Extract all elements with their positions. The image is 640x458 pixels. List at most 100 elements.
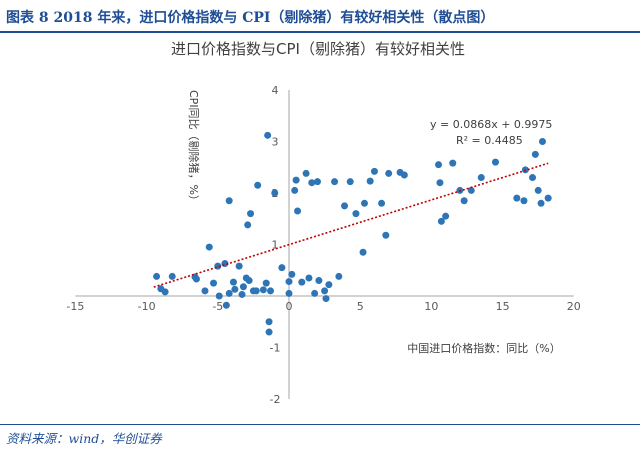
trendline-equation: y = 0.0868x + 0.9975 <box>430 118 552 131</box>
data-point <box>513 194 521 202</box>
data-point <box>266 287 274 295</box>
data-point <box>262 279 270 287</box>
trendline-r2: R² = 0.4485 <box>456 134 523 147</box>
data-point <box>259 286 267 294</box>
data-point <box>302 169 310 177</box>
data-point <box>201 287 209 295</box>
data-point <box>305 274 313 282</box>
footer-divider <box>0 424 640 425</box>
data-point <box>222 301 230 309</box>
data-point <box>331 178 339 186</box>
data-point <box>531 150 539 158</box>
y-tick-label: -2 <box>270 393 281 406</box>
data-point <box>265 318 273 326</box>
data-point <box>544 194 552 202</box>
data-point <box>335 272 343 280</box>
data-point <box>382 231 390 239</box>
data-point <box>537 199 545 207</box>
x-tick-label: -10 <box>138 300 156 313</box>
data-point <box>520 197 528 205</box>
data-point <box>437 217 445 225</box>
x-axis-label: 中国进口价格指数：同比（%） <box>407 341 560 355</box>
data-point <box>231 285 239 293</box>
trendline <box>153 162 549 288</box>
data-point <box>400 171 408 179</box>
data-point <box>529 174 537 182</box>
data-point <box>449 159 457 167</box>
data-point <box>247 210 255 218</box>
y-axis-label-text: CPI同比（剔除猪，%） <box>187 90 201 206</box>
figure-caption: 图表 8 2018 年来，进口价格指数与 CPI（剔除猪）有较好相关性（散点图） <box>6 10 495 26</box>
report-header: 图表 8 2018 年来，进口价格指数与 CPI（剔除猪）有较好相关性（散点图） <box>0 0 640 34</box>
y-tick-label: 3 <box>272 136 279 149</box>
data-point <box>210 279 218 287</box>
data-point <box>245 277 253 285</box>
data-point <box>235 262 243 270</box>
data-point <box>285 289 293 297</box>
y-tick-label: 4 <box>272 84 279 97</box>
data-point <box>467 186 475 194</box>
data-point <box>341 202 349 210</box>
data-point <box>205 243 213 251</box>
data-point <box>229 278 237 286</box>
data-point <box>298 278 306 286</box>
data-point <box>378 199 386 207</box>
y-tick-label: -1 <box>270 342 281 355</box>
data-point <box>311 289 319 297</box>
x-tick-label: 0 <box>286 300 293 313</box>
data-point <box>322 295 330 303</box>
data-point <box>385 169 393 177</box>
data-point <box>366 177 374 185</box>
header-divider <box>0 31 640 33</box>
data-point <box>225 289 233 297</box>
x-tick-label: 15 <box>496 300 510 313</box>
data-point <box>436 179 444 187</box>
data-point <box>265 328 273 336</box>
data-point <box>225 197 233 205</box>
data-point <box>321 287 329 295</box>
data-point <box>161 288 169 296</box>
data-point <box>285 278 293 286</box>
data-point <box>292 176 300 184</box>
source-note: 资料来源：wind，华创证券 <box>6 431 162 446</box>
y-axis-label: CPI同比（剔除猪，%） <box>187 90 201 206</box>
data-point <box>460 197 468 205</box>
data-point <box>308 179 316 187</box>
data-point <box>252 287 260 295</box>
data-point <box>168 272 176 280</box>
data-point <box>294 207 302 215</box>
data-point <box>346 178 354 186</box>
data-point <box>239 283 247 291</box>
data-point <box>491 158 499 166</box>
data-point <box>534 186 542 194</box>
data-point <box>288 270 296 278</box>
chart-title: 进口价格指数与CPI（剔除猪）有较好相关性 <box>171 40 465 58</box>
x-tick-label: 20 <box>567 300 581 313</box>
data-point <box>325 281 333 289</box>
x-tick-label: 10 <box>424 300 438 313</box>
data-point <box>442 212 450 220</box>
data-point <box>278 264 286 272</box>
data-point <box>271 189 279 197</box>
data-point <box>435 161 443 169</box>
data-point <box>360 199 368 207</box>
data-point <box>315 277 323 285</box>
x-tick-label: -15 <box>66 300 84 313</box>
scatter-chart: 进口价格指数与CPI（剔除猪）有较好相关性 -15 -10 -5 0 5 10 15 20 -2… <box>66 40 580 406</box>
data-point <box>238 290 246 298</box>
x-tick-label: 5 <box>357 300 364 313</box>
y-tick-label: 1 <box>272 239 279 252</box>
x-tick-label: -5 <box>212 300 223 313</box>
data-point <box>538 138 546 145</box>
data-point <box>153 272 161 280</box>
data-point <box>264 131 272 139</box>
data-point <box>352 210 360 218</box>
data-point <box>477 174 485 182</box>
data-point <box>244 221 252 229</box>
data-point <box>291 186 299 194</box>
data-point <box>359 248 367 256</box>
data-point <box>370 167 378 175</box>
data-point <box>192 275 200 283</box>
trendline-group <box>153 162 549 288</box>
